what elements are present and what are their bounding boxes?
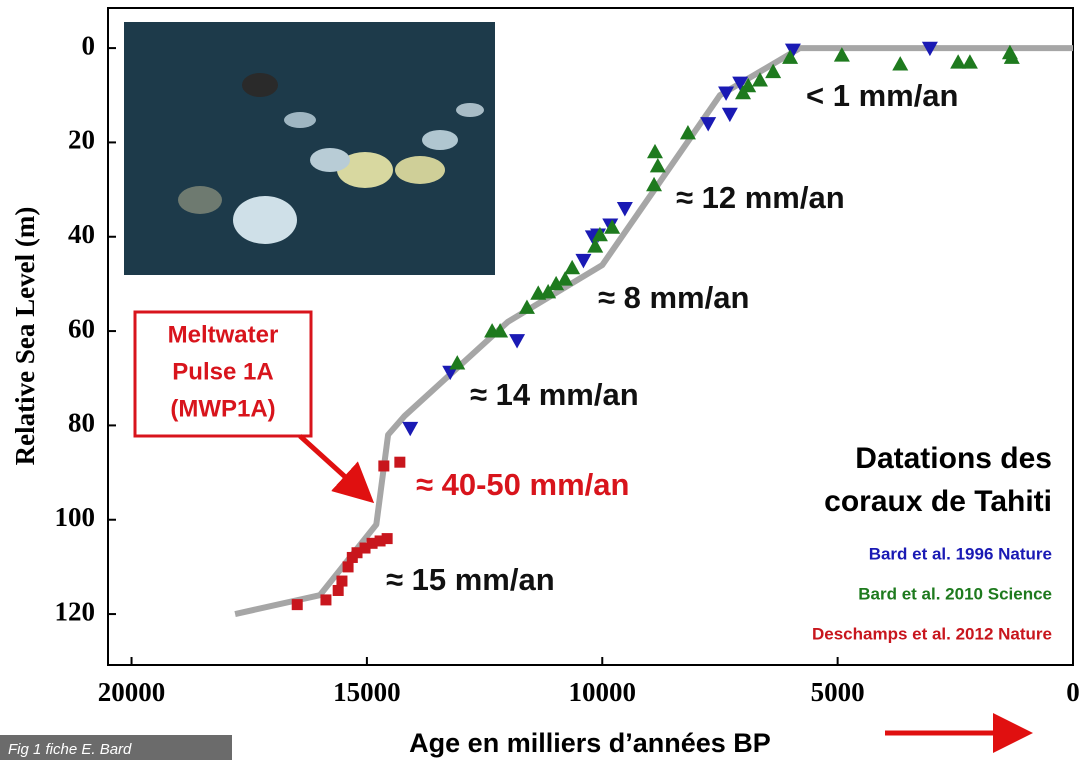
x-tick-label: 0 <box>1066 677 1080 707</box>
data-point <box>722 108 738 122</box>
legend-title: Datations des <box>855 442 1052 475</box>
callout-text: Meltwater <box>168 321 279 348</box>
y-tick-label: 40 <box>68 219 95 249</box>
data-point <box>292 599 303 610</box>
data-point <box>564 260 580 274</box>
data-point <box>402 422 418 436</box>
data-point <box>378 460 389 471</box>
legend-title: coraux de Tahiti <box>824 485 1052 518</box>
annotation: ≈ 12 mm/an <box>676 180 845 215</box>
legend-entry: Bard et al. 2010 Science <box>858 584 1052 603</box>
annotation: ≈ 8 mm/an <box>598 280 749 315</box>
data-point <box>320 594 331 605</box>
footer-box: Fig 1 fiche E. Bard <box>0 735 232 760</box>
x-tick-label: 5000 <box>811 677 865 707</box>
annotation: ≈ 14 mm/an <box>470 377 639 412</box>
data-point <box>617 202 633 216</box>
legend-entry: Bard et al. 1996 Nature <box>869 544 1052 563</box>
x-tick-label: 10000 <box>569 677 637 707</box>
y-tick-label: 80 <box>68 408 95 438</box>
data-point <box>343 561 354 572</box>
data-point <box>336 576 347 587</box>
x-axis-label: Age en milliers d’années BP <box>409 728 771 758</box>
callout: Meltwater Pulse 1A (MWP1A) <box>135 312 363 493</box>
y-tick-label: 0 <box>82 30 96 60</box>
data-point <box>382 533 393 544</box>
data-point <box>575 254 591 268</box>
y-tick-label: 120 <box>55 596 96 626</box>
x-tick-label: 15000 <box>333 677 401 707</box>
data-point <box>962 54 978 68</box>
callout-text: (MWP1A) <box>170 395 275 422</box>
chart: Relative Sea Level (m) Age en milliers d… <box>0 0 1087 760</box>
data-point <box>394 457 405 468</box>
callout-text: Pulse 1A <box>172 358 273 385</box>
y-tick-label: 20 <box>68 125 95 155</box>
legend-entry: Deschamps et al. 2012 Nature <box>812 624 1052 643</box>
y-tick-label: 60 <box>68 313 95 343</box>
data-point <box>650 158 666 172</box>
data-point <box>892 56 908 70</box>
annotation: < 1 mm/an <box>806 78 959 113</box>
y-tick-label: 100 <box>55 502 96 532</box>
data-point <box>333 585 344 596</box>
annotation: ≈ 15 mm/an <box>386 562 555 597</box>
photo <box>124 22 495 275</box>
footer: Fig 1 fiche E. Bard <box>8 741 132 758</box>
x-tick-label: 20000 <box>98 677 166 707</box>
data-point <box>509 334 525 348</box>
data-point <box>647 144 663 158</box>
annotation: ≈ 40-50 mm/an <box>416 467 629 502</box>
y-axis-label: Relative Sea Level (m) <box>10 207 40 466</box>
